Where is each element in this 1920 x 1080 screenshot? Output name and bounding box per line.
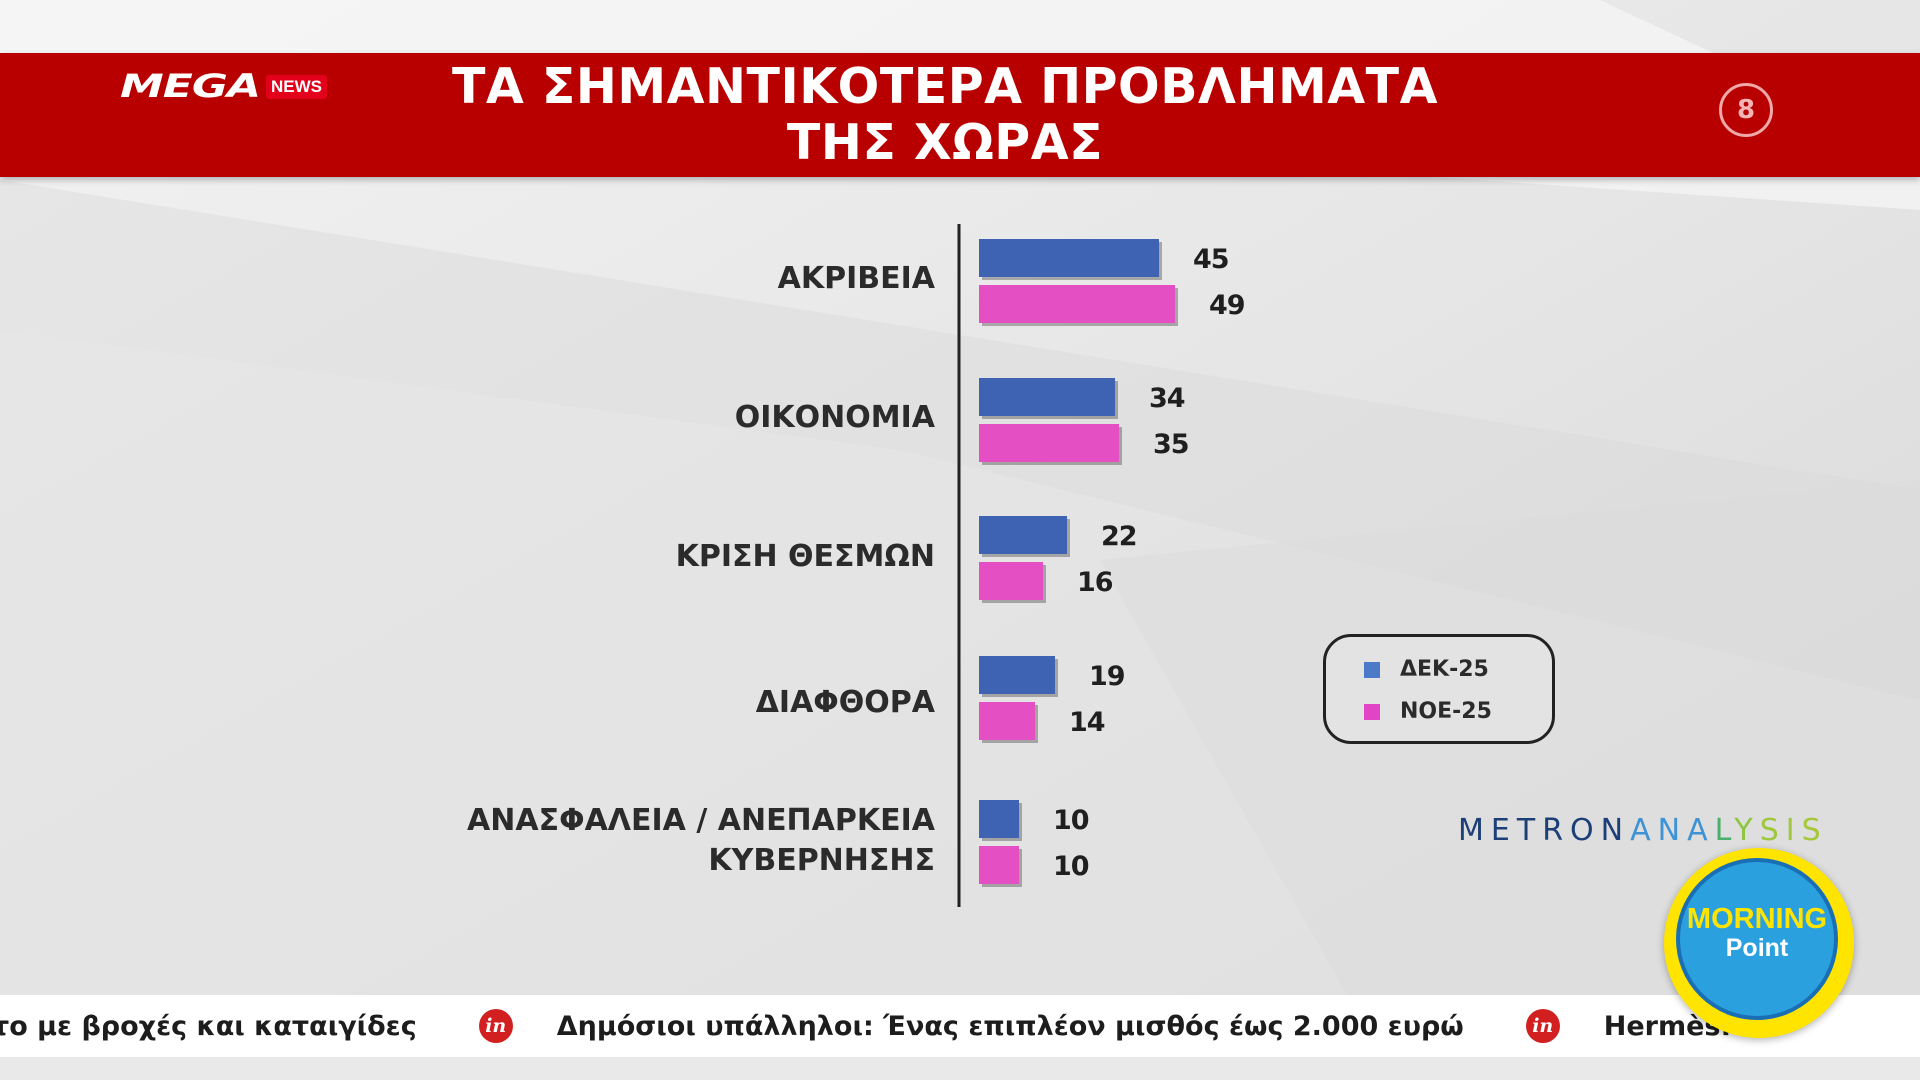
chart-legend: ΔΕΚ-25 ΝΟΕ-25 xyxy=(1323,634,1555,744)
source-letter: S xyxy=(1801,813,1828,848)
bar-value-label: 45 xyxy=(1193,244,1229,275)
category-label: ΚΡΙΣΗ ΘΕΣΜΩΝ xyxy=(676,539,935,574)
source-letter: A xyxy=(1630,813,1658,848)
source-letter: A xyxy=(1687,813,1715,848)
bar-value-label: 49 xyxy=(1209,290,1245,321)
badge-line-2: Point xyxy=(1725,934,1789,962)
bar-dec xyxy=(979,656,1055,694)
source-letter: L xyxy=(1714,813,1735,848)
category-label: ΑΚΡΙΒΕΙΑ xyxy=(778,261,936,296)
category-label-line: ΚΥΒΕΡΝΗΣΗΣ xyxy=(708,843,935,878)
logo-mega-text: MEGA xyxy=(120,68,261,105)
news-ticker: το με βροχές και καταιγίδες in Δημόσιοι … xyxy=(0,995,1920,1057)
source-letter: Y xyxy=(1734,813,1760,848)
bar-dec xyxy=(979,516,1067,554)
source-letter: M xyxy=(1458,813,1491,848)
legend-swatch-nov xyxy=(1364,703,1380,720)
bar-value-label: 19 xyxy=(1089,661,1125,692)
metron-analysis-logo: METRONANALYSIS xyxy=(1458,811,1828,851)
category-label-line: ΑΝΑΣΦΑΛΕΙΑ / ΑΝΕΠΑΡΚΕΙΑ xyxy=(467,803,936,838)
bar-nov xyxy=(979,702,1035,740)
chart-title: ΤΑ ΣΗΜΑΝΤΙΚΟΤΕΡΑ ΠΡΟΒΛΗΜΑΤΑ ΤΗΣ ΧΩΡΑΣ xyxy=(330,59,1560,171)
legend-label-nov: ΝΟΕ-25 xyxy=(1400,699,1492,724)
legend-label-dec: ΔΕΚ-25 xyxy=(1400,657,1489,682)
ticker-item: Δημόσιοι υπάλληλοι: Ένας επιπλέον μισθός… xyxy=(556,1010,1464,1042)
bar-value-label: 10 xyxy=(1053,805,1089,836)
source-letter: N xyxy=(1657,813,1688,848)
source-letter: N xyxy=(1600,813,1631,848)
chart-title-line-2: ΤΗΣ ΧΩΡΑΣ xyxy=(786,114,1104,171)
in-news-icon: in xyxy=(1525,1009,1560,1043)
bar-dec xyxy=(979,378,1115,416)
bar-dec xyxy=(979,239,1159,277)
ticker-item: το με βροχές και καταιγίδες xyxy=(0,1010,417,1042)
source-letter: R xyxy=(1542,813,1571,848)
bar-value-label: 14 xyxy=(1069,707,1105,738)
morning-point-logo: MORNING Point xyxy=(1664,848,1854,1038)
bar-nov xyxy=(979,424,1119,462)
bar-value-label: 35 xyxy=(1153,429,1189,460)
category-label: ΔΙΑΦΘΟΡΑ xyxy=(756,685,936,720)
bar-value-label: 34 xyxy=(1149,383,1185,414)
bar-nov xyxy=(979,562,1043,600)
bar-value-label: 10 xyxy=(1053,851,1089,882)
category-label: ΟΙΚΟΝΟΜΙΑ xyxy=(735,400,936,435)
source-letter: I xyxy=(1785,813,1802,848)
bar-value-label: 16 xyxy=(1077,567,1113,598)
bar-nov xyxy=(979,285,1175,323)
page-number-badge: 8 xyxy=(1719,83,1773,137)
title-banner: MEGA NEWS ΤΑ ΣΗΜΑΝΤΙΚΟΤΕΡΑ ΠΡΟΒΛΗΜΑΤΑ ΤΗ… xyxy=(0,53,1920,177)
bar-chart: ΑΚΡΙΒΕΙΑ 45 49 ΟΙΚΟΝΟΜΙΑ 34 35 ΚΡΙΣΗ ΘΕΣΜΩΝ 22 1… xyxy=(467,224,1246,907)
source-letter: E xyxy=(1490,813,1517,848)
legend-item-dec: ΔΕΚ-25 xyxy=(1364,657,1489,682)
chart-title-line-1: ΤΑ ΣΗΜΑΝΤΙΚΟΤΕΡΑ ΠΡΟΒΛΗΜΑΤΑ xyxy=(451,58,1439,115)
badge-line-1: MORNING xyxy=(1686,903,1828,935)
bar-value-label: 22 xyxy=(1101,521,1137,552)
mega-news-logo: MEGA NEWS xyxy=(120,65,328,109)
ticker-bottom-strip xyxy=(0,1057,1920,1080)
in-news-icon: in xyxy=(478,1009,513,1043)
logo-news-tag: NEWS xyxy=(266,75,328,99)
bar-nov xyxy=(979,846,1019,884)
bar-dec xyxy=(979,800,1019,838)
source-letter: O xyxy=(1570,813,1601,848)
source-letter: S xyxy=(1759,813,1786,848)
source-letter: T xyxy=(1516,813,1543,848)
legend-swatch-dec xyxy=(1364,661,1380,678)
legend-item-nov: ΝΟΕ-25 xyxy=(1364,699,1492,724)
